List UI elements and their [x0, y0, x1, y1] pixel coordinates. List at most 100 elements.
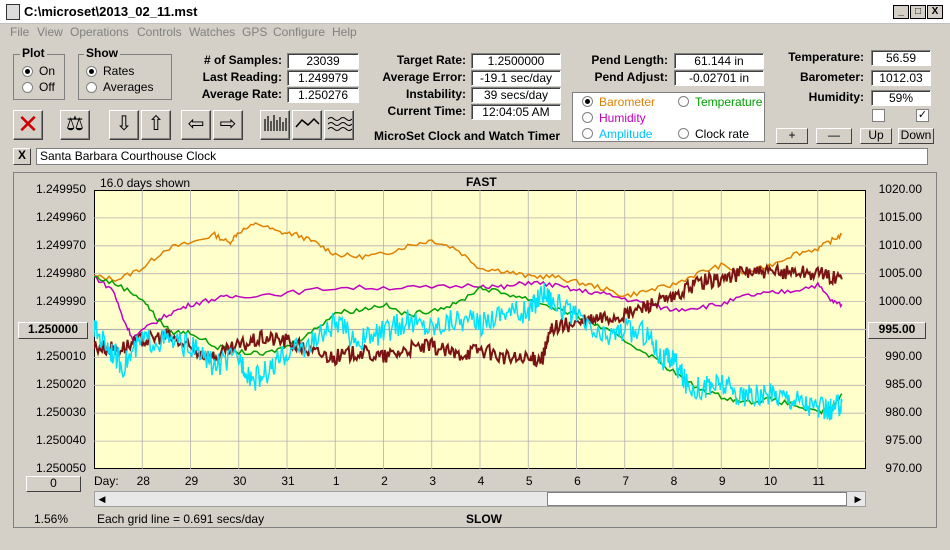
window-title: C:\microset\2013_02_11.mst: [24, 4, 198, 19]
x-tick-label: 1: [332, 474, 340, 488]
y-right-tick-label: 990.00: [885, 349, 922, 364]
y-right-tick-label: 1010.00: [878, 237, 922, 252]
temperature-label: Temperature:: [788, 50, 864, 64]
scroll-thumb[interactable]: [547, 492, 847, 506]
x-tick-label: 29: [184, 474, 199, 488]
menu-file[interactable]: File: [10, 25, 30, 39]
y-right-tick-label: 1015.00: [878, 209, 922, 224]
left-checkbox[interactable]: [872, 109, 885, 122]
arrow-up-icon: ⇧: [147, 113, 165, 135]
clock-name-field[interactable]: Santa Barbara Courthouse Clock: [36, 148, 928, 165]
scale-up-button[interactable]: Up: [860, 128, 892, 144]
balance-button[interactable]: ⚖: [60, 110, 90, 140]
y-left-tick-label: 1.250020: [35, 377, 86, 392]
clock-rate-radio[interactable]: [678, 128, 689, 139]
clear-button[interactable]: ✕: [13, 110, 43, 140]
barometer-radio[interactable]: [582, 96, 593, 107]
histogram-icon: [264, 115, 287, 131]
x-tick-label: 31: [281, 474, 295, 488]
series-temperature: [94, 275, 843, 415]
balance-icon: ⚖: [66, 113, 84, 135]
y-right-tick-label: 1005.00: [878, 265, 922, 280]
maximize-button[interactable]: □: [910, 5, 926, 19]
offset-box[interactable]: 0: [26, 476, 81, 492]
x-tick-label: 5: [525, 474, 533, 488]
center-sensor-button[interactable]: 995.00: [868, 322, 926, 339]
y-right-tick-label: 1020.00: [878, 182, 922, 196]
title-bar: C:\microset\2013_02_11.mst _ □ X: [0, 0, 950, 24]
y-left-tick-label: 1.250050: [35, 461, 86, 475]
histogram-button[interactable]: [260, 110, 290, 140]
series-barometer: [94, 222, 843, 299]
temperature-value: 56.59: [871, 50, 931, 66]
target-rate-value[interactable]: 1.2500000: [471, 53, 561, 69]
average-rate-label: Average Rate:: [201, 87, 282, 101]
pend-length-value[interactable]: 61.144 in: [674, 53, 764, 69]
menu-controls[interactable]: Controls: [137, 25, 182, 39]
current-time-label: Current Time:: [387, 104, 466, 118]
plot-on-label: On: [39, 64, 56, 78]
series-clock-rate: [94, 261, 843, 368]
close-clock-button[interactable]: X: [13, 148, 31, 165]
wave-plot-button[interactable]: [324, 110, 354, 140]
move-down-button[interactable]: ⇩: [109, 110, 139, 140]
grid-note-label: Each grid line = 0.691 secs/day: [97, 512, 265, 526]
center-rate-button[interactable]: 1.250000: [18, 322, 88, 339]
scale-plus-button[interactable]: +: [776, 128, 808, 144]
menu-help[interactable]: Help: [332, 25, 357, 39]
barometer-label: Barometer:: [799, 70, 864, 84]
scroll-left-icon[interactable]: ◀: [98, 494, 106, 504]
x-tick-label: 28: [136, 474, 150, 488]
x-tick-label: 4: [477, 474, 485, 488]
scale-minus-button[interactable]: —: [816, 128, 852, 144]
show-rates-radio[interactable]: [86, 66, 97, 77]
move-up-button[interactable]: ⇧: [141, 110, 171, 140]
y-right-tick-label: 980.00: [885, 405, 922, 420]
slow-label: SLOW: [466, 512, 502, 526]
series-humidity: [94, 275, 843, 342]
menu-gps[interactable]: GPS: [242, 25, 268, 39]
pend-length-label: Pend Length:: [591, 53, 668, 67]
temperature-option-label: Temperature: [695, 95, 763, 109]
current-time-value: 12:04:05 AM: [471, 104, 561, 120]
plot-off-radio[interactable]: [22, 82, 33, 93]
amplitude-radio[interactable]: [582, 128, 593, 139]
menu-watches[interactable]: Watches: [189, 25, 236, 39]
days-shown-label: 16.0 days shown: [100, 176, 191, 190]
clock-rate-option-label: Clock rate: [695, 127, 750, 141]
plot-off-label: Off: [39, 80, 55, 94]
humidity-radio[interactable]: [582, 112, 593, 123]
show-group-title: Show: [84, 46, 120, 60]
temperature-radio[interactable]: [678, 96, 689, 107]
show-rates-label: Rates: [103, 64, 135, 78]
chart-plot-area: [94, 190, 866, 469]
barometer-value: 1012.03: [871, 70, 931, 86]
plot-group-title: Plot: [20, 46, 47, 60]
minimize-button[interactable]: _: [893, 5, 909, 19]
menu-configure[interactable]: Configure: [273, 25, 326, 39]
close-button[interactable]: X: [927, 5, 943, 19]
y-left-tick-label: 1.249980: [35, 265, 86, 280]
x-tick-label: 9: [718, 474, 726, 488]
scroll-right-icon[interactable]: ▶: [854, 494, 862, 504]
move-right-button[interactable]: ⇨: [213, 110, 243, 140]
show-group: [78, 54, 172, 100]
move-left-button[interactable]: ⇦: [181, 110, 211, 140]
x-tick-label: 30: [233, 474, 247, 488]
barometer-option-label: Barometer: [599, 95, 656, 109]
menu-operations[interactable]: Operations: [70, 25, 129, 39]
menu-view[interactable]: View: [37, 25, 63, 39]
line-plot-button[interactable]: [292, 110, 322, 140]
wave-icon: [327, 117, 353, 131]
x-tick-label: 8: [670, 474, 678, 488]
x-tick-label: 3: [429, 474, 437, 488]
x-axis-title: Day:: [94, 474, 119, 488]
x-tick-label: 2: [381, 474, 388, 488]
show-averages-radio[interactable]: [86, 82, 97, 93]
samples-value: 23039: [287, 53, 359, 69]
scale-down-button[interactable]: Down: [898, 128, 934, 144]
target-rate-label: Target Rate:: [396, 53, 466, 67]
horizontal-scrollbar[interactable]: ◀ ▶: [94, 491, 866, 507]
plot-on-radio[interactable]: [22, 66, 33, 77]
right-checkbox[interactable]: ✓: [916, 109, 929, 122]
